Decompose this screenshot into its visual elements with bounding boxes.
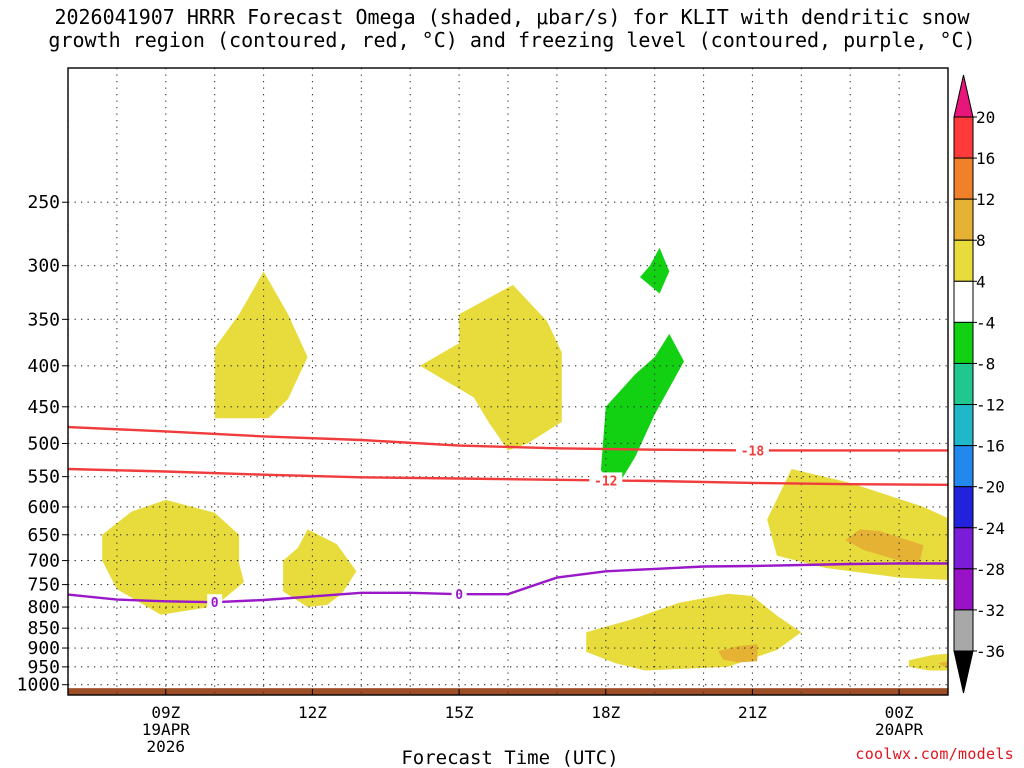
credit-text: coolwx.com/models: [855, 745, 1014, 763]
x-tick-label: 21Z: [738, 703, 767, 722]
contour-label: -18: [741, 444, 765, 459]
chart-title-line-2: growth region (contoured, red, °C) and f…: [48, 28, 976, 52]
colorbar-label: 12: [976, 190, 995, 209]
x-tick-label: 20APR: [875, 720, 924, 739]
x-tick-label: 00Z: [885, 703, 914, 722]
y-tick-label: 600: [27, 497, 60, 518]
omega-region-4: [600, 333, 684, 490]
colorbar-label: 20: [976, 108, 995, 127]
colorbar-swatch: [953, 198, 974, 241]
colorbar-label: 4: [976, 272, 986, 291]
x-tick-label: 15Z: [445, 703, 474, 722]
y-tick-label: 850: [27, 618, 60, 639]
x-tick-label: 18Z: [591, 703, 620, 722]
y-tick-label: 250: [27, 192, 60, 213]
y-tick-label: 400: [27, 356, 60, 377]
y-tick-label: 500: [27, 433, 60, 454]
colorbar-label: -28: [976, 560, 1005, 579]
omega-region-10: [718, 644, 758, 663]
x-axis-label: Forecast Time (UTC): [401, 747, 618, 768]
y-tick-label: 300: [27, 256, 60, 277]
colorbar-swatch: [953, 445, 974, 488]
colorbar-swatch: [953, 486, 974, 529]
colorbar: 20 16 12 8 4 -4 -8 -12 -16 -20 -24 -28 -32 -36: [953, 74, 1005, 694]
omega-region-8: [845, 529, 924, 566]
colorbar-label: -4: [976, 313, 995, 332]
terrain-surface: [68, 688, 948, 695]
y-tick-label: 800: [27, 597, 60, 618]
y-tick-label: 1000: [17, 675, 60, 696]
contour-line-2: [67, 467, 949, 486]
colorbar-label: -24: [976, 519, 1005, 538]
contour-label: -12: [594, 474, 617, 489]
omega-region-9: [586, 593, 802, 671]
colorbar-label: 16: [976, 149, 995, 168]
contour-line-1: [67, 425, 948, 452]
omega-region-6: [283, 529, 357, 607]
colorbar-label: -20: [976, 478, 1005, 497]
axis-labels-layer: 2503003504004505005506006507007508008509…: [17, 192, 924, 756]
contour-label: 0: [455, 588, 463, 603]
colorbar-swatch: [953, 157, 974, 200]
colorbar-label: -8: [976, 354, 995, 373]
plot-frame: [67, 67, 949, 696]
contour-label-bg: [589, 472, 623, 489]
terrain-layer: [68, 688, 948, 695]
x-tick-label: 09Z: [151, 703, 180, 722]
colorbar-label: -16: [976, 437, 1005, 456]
omega-region-2: [420, 284, 562, 451]
colorbar-label: -32: [976, 601, 1005, 620]
x-tick-label: 2026: [147, 737, 186, 756]
omega-region-12: [938, 661, 948, 667]
omega-shading-layer: [102, 247, 948, 671]
contour-layer: -18 -12 0 0: [67, 425, 949, 611]
chart-title: 2026041907 HRRR Forecast Omega (shaded, …: [0, 6, 1024, 52]
colorbar-swatch: [953, 362, 974, 406]
omega-region-11: [908, 653, 948, 671]
contour-label-bg: [735, 442, 769, 459]
colorbar-swatch: [953, 321, 974, 364]
x-tick-label: 12Z: [298, 703, 327, 722]
y-tick-label: 700: [27, 551, 60, 572]
contour-label-bg: [451, 586, 467, 603]
colorbar-label: -12: [976, 396, 1005, 415]
y-tick-label: 550: [27, 467, 60, 488]
colorbar-swatch: [953, 527, 974, 570]
y-tick-label: 750: [27, 575, 60, 596]
omega-region-5: [102, 499, 244, 615]
chart-title-line-1: 2026041907 HRRR Forecast Omega (shaded, …: [54, 5, 970, 29]
colorbar-swatch: [953, 568, 974, 611]
y-tick-label: 350: [27, 309, 60, 330]
y-tick-label: 450: [27, 397, 60, 418]
x-tick-label: 19APR: [142, 720, 191, 739]
colorbar-swatch: [953, 280, 974, 323]
contour-label: 0: [211, 596, 219, 611]
omega-region-1: [214, 271, 308, 419]
colorbar-swatch: [953, 609, 974, 652]
y-tick-label: 650: [27, 525, 60, 546]
colorbar-label: -36: [976, 642, 1005, 661]
contour-label-bg: [207, 594, 223, 611]
y-tick-label: 950: [27, 657, 60, 678]
colorbar-top-arrow: [953, 74, 974, 118]
colorbar-swatch: [953, 404, 974, 447]
colorbar-label: 8: [976, 231, 986, 250]
colorbar-bottom-arrow: [953, 650, 974, 694]
y-tick-label: 900: [27, 638, 60, 659]
colorbar-swatch: [953, 116, 974, 159]
colorbar-swatch: [953, 239, 974, 282]
